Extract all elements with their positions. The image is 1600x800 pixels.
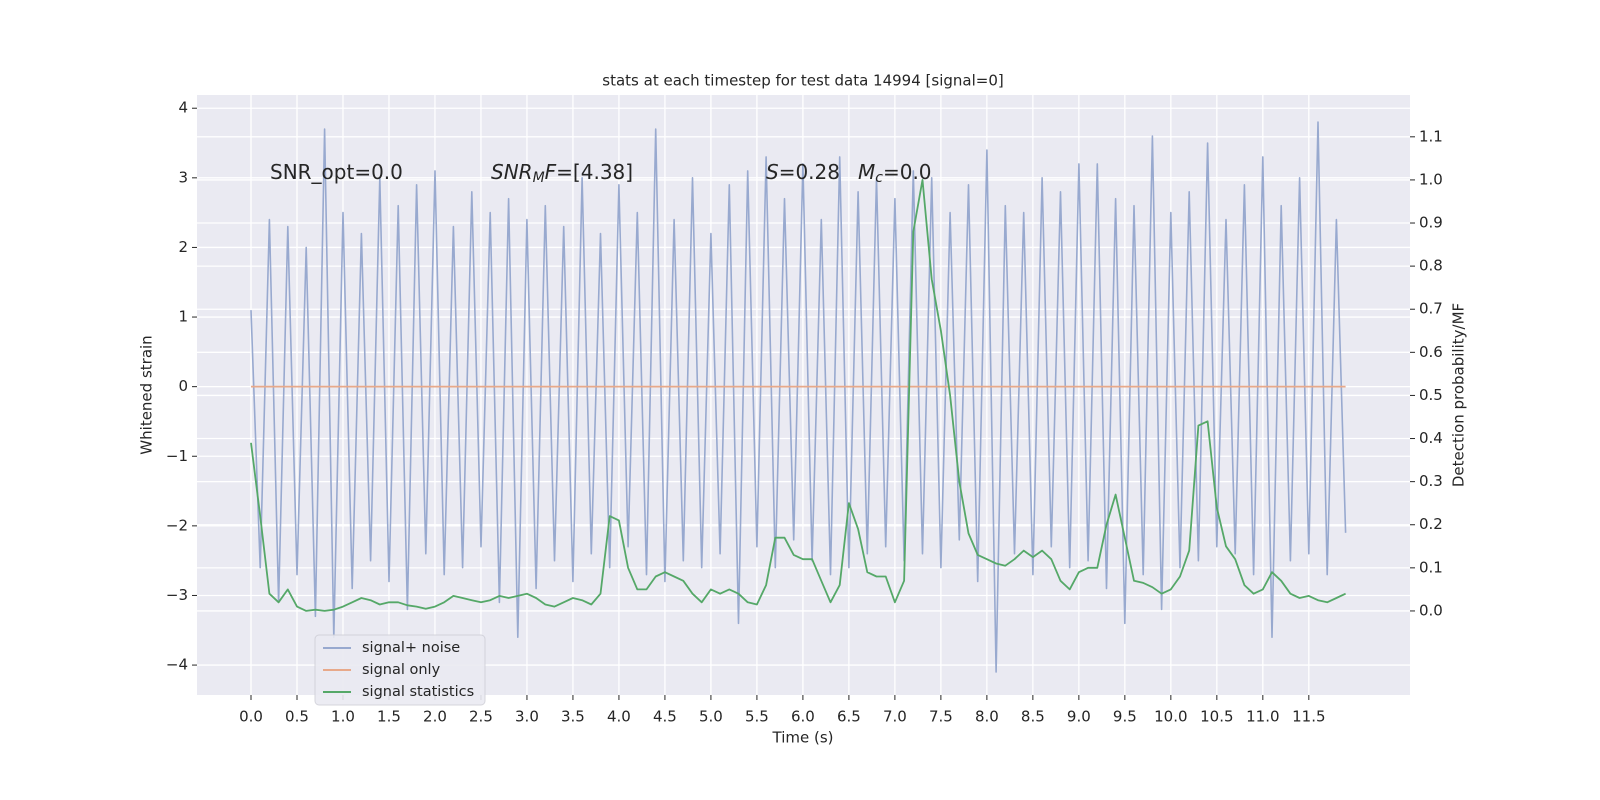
x-tick-label: 8.5 [1021, 708, 1045, 726]
y2-tick-label: 0.3 [1419, 472, 1443, 490]
x-tick-label: 4.5 [653, 708, 677, 726]
y-tick-label: 1 [178, 308, 188, 326]
marks [250, 121, 1347, 673]
annotation-part: c [875, 170, 883, 186]
legend: signal+ noise signal only signal statistic… [314, 634, 486, 706]
axes: 0.0 0.5 1.0 1.5 2.0 2.5 3.0 3.5 4.0 4.5 5.0 5.5 6.0 6… [166, 99, 1443, 726]
y-tick-label: −2 [166, 516, 188, 534]
y-tick-label: −3 [166, 586, 188, 604]
x-tick-label: 9.5 [1113, 708, 1137, 726]
x-tick-label: 5.0 [699, 708, 723, 726]
x-tick-label: 3.0 [515, 708, 539, 726]
y2-tick-label: 0.9 [1419, 214, 1443, 232]
x-tick-label: 9.0 [1067, 708, 1091, 726]
x-tick-label: 0.0 [239, 708, 263, 726]
annotation: SNRMF=[4.38] [491, 160, 633, 187]
legend-label: signal only [362, 662, 441, 678]
y2-tick-label: 0.5 [1419, 386, 1443, 404]
x-tick-label: 11.5 [1292, 708, 1325, 726]
y2-tick-label: 0.8 [1419, 257, 1443, 275]
y2-tick-label: 0.7 [1419, 300, 1443, 318]
x-tick-label: 0.5 [285, 708, 309, 726]
y-tick-label: 0 [178, 377, 188, 395]
x-tick-label: 2.5 [469, 708, 493, 726]
legend-label: signal+ noise [362, 640, 460, 656]
y2-axis-label: Detection probability/MF [1450, 303, 1468, 487]
x-tick-label: 6.5 [837, 708, 861, 726]
x-tick-label: 2.0 [423, 708, 447, 726]
x-tick-label: 1.5 [377, 708, 401, 726]
x-tick-label: 10.0 [1154, 708, 1187, 726]
x-tick-label: 1.0 [331, 708, 355, 726]
legend-label: signal statistics [362, 684, 474, 700]
y-tick-label: 2 [178, 238, 188, 256]
y-tick-label: −4 [166, 656, 188, 674]
y-axis-label: Whitened strain [138, 335, 156, 454]
annotation-part: SNR_opt=0.0 [270, 160, 403, 184]
annotation-part: S [766, 160, 779, 184]
annotation-part: =0.28 [779, 160, 840, 184]
x-tick-label: 10.5 [1200, 708, 1233, 726]
annotation-part: M [858, 160, 875, 184]
annotation-part: F [545, 160, 557, 184]
y2-tick-label: 0.0 [1419, 601, 1443, 619]
x-tick-label: 3.5 [561, 708, 585, 726]
annotation: S=0.28 [766, 160, 840, 184]
annotation-part: M [533, 170, 545, 186]
annotation-part: =0.0 [883, 160, 932, 184]
y2-tick-label: 1.1 [1419, 127, 1443, 145]
series-line [250, 121, 1347, 673]
x-tick-label: 7.5 [929, 708, 953, 726]
annotation: SNR_opt=0.0 [270, 160, 403, 184]
x-tick-label: 4.0 [607, 708, 631, 726]
annotation: Mc=0.0 [858, 160, 932, 187]
x-axis-label: Time (s) [772, 729, 834, 747]
y-tick-label: 3 [178, 168, 188, 186]
y2-tick-label: 0.4 [1419, 429, 1443, 447]
y-tick-label: −1 [166, 447, 188, 465]
y2-tick-label: 0.2 [1419, 515, 1443, 533]
annotation-part: SNR [491, 160, 533, 184]
series-line [250, 179, 1346, 612]
y2-tick-label: 1.0 [1419, 170, 1443, 188]
x-tick-label: 8.0 [975, 708, 999, 726]
x-tick-label: 5.5 [745, 708, 769, 726]
x-tick-label: 11.0 [1246, 708, 1279, 726]
x-tick-label: 6.0 [791, 708, 815, 726]
y2-tick-label: 0.6 [1419, 343, 1443, 361]
legend-box [314, 634, 486, 706]
annotation-part: =[4.38] [556, 160, 633, 184]
y2-tick-label: 0.1 [1419, 558, 1443, 576]
x-tick-label: 7.0 [883, 708, 907, 726]
y-tick-label: 4 [178, 99, 188, 117]
annotations: SNR_opt=0.0 SNRMF=[4.38] S=0.28 Mc=0.0 [270, 160, 932, 187]
chart-title: stats at each timestep for test data 149… [602, 72, 1003, 90]
